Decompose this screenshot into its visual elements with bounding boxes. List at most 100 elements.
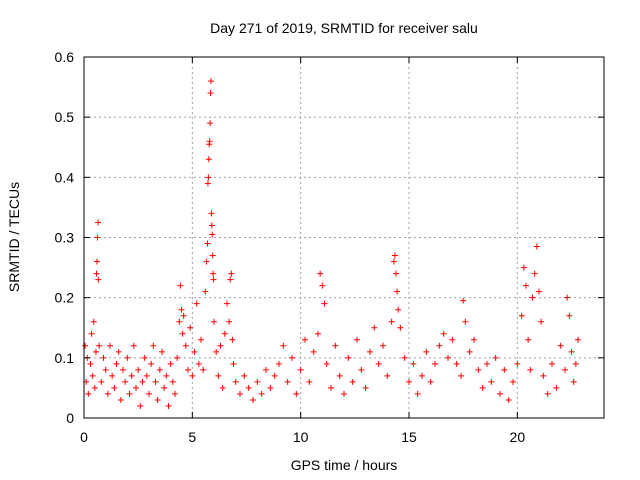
- data-point-marker: [219, 384, 226, 391]
- data-point-marker: [237, 390, 243, 397]
- data-point-marker: [209, 252, 216, 259]
- y-tick-label: 0.3: [55, 230, 75, 246]
- data-point-marker: [390, 258, 397, 265]
- data-point-marker: [210, 276, 217, 283]
- data-point-marker: [163, 372, 170, 379]
- data-point-marker: [557, 342, 564, 349]
- data-point-marker: [135, 366, 142, 373]
- data-point-marker: [143, 372, 150, 379]
- data-point-marker: [341, 390, 347, 397]
- data-point-marker: [150, 342, 157, 349]
- data-point-marker: [207, 90, 214, 97]
- data-point-marker: [358, 366, 365, 373]
- x-tick-label: 5: [188, 429, 196, 445]
- data-point-marker: [323, 360, 330, 367]
- data-point-marker: [124, 354, 131, 361]
- data-point-marker: [564, 294, 571, 301]
- data-point-marker: [209, 231, 216, 238]
- data-point-marker: [319, 282, 326, 289]
- data-point-marker: [93, 270, 100, 277]
- data-point-marker: [523, 282, 529, 289]
- data-point-marker: [525, 336, 532, 343]
- data-point-marker: [88, 330, 95, 337]
- data-point-marker: [328, 384, 334, 391]
- data-point-marker: [394, 288, 401, 295]
- data-point-marker: [241, 372, 248, 379]
- data-point-marker: [204, 240, 211, 247]
- data-point-marker: [568, 348, 575, 355]
- data-point-marker: [130, 342, 137, 349]
- data-point-marker: [94, 234, 101, 241]
- data-point-marker: [152, 378, 159, 385]
- data-point-marker: [315, 330, 321, 337]
- data-point-marker: [213, 348, 220, 355]
- data-point-marker: [206, 138, 213, 145]
- data-point-marker: [146, 390, 152, 397]
- data-point-marker: [501, 366, 508, 373]
- data-point-marker: [401, 354, 408, 361]
- data-point-marker: [172, 390, 178, 397]
- data-point-marker: [536, 288, 542, 295]
- data-point-marker: [538, 318, 545, 325]
- data-point-marker: [102, 366, 109, 373]
- data-point-marker: [113, 360, 120, 367]
- data-point-marker: [111, 384, 118, 391]
- data-point-marker: [410, 360, 417, 367]
- data-point-marker: [165, 402, 172, 409]
- data-point-marker: [367, 348, 373, 355]
- data-point-marker: [276, 360, 282, 367]
- x-tick-label: 20: [510, 429, 526, 445]
- data-point-marker: [232, 378, 239, 385]
- data-point-marker: [514, 360, 521, 367]
- data-point-marker: [176, 318, 183, 325]
- data-point-marker: [488, 378, 495, 385]
- data-point-marker: [310, 348, 317, 355]
- data-point-marker: [527, 366, 534, 373]
- data-point-marker: [95, 219, 102, 226]
- data-point-marker: [466, 348, 473, 355]
- y-tick-label: 0.1: [55, 350, 75, 366]
- data-point-marker: [280, 342, 287, 349]
- data-point-marker: [179, 330, 186, 337]
- data-point-marker: [471, 336, 477, 343]
- data-point-marker: [195, 360, 202, 367]
- chart-title: Day 271 of 2019, SRMTID for receiver sal…: [210, 20, 478, 36]
- data-point-marker: [95, 276, 102, 283]
- x-tick-label: 10: [293, 429, 309, 445]
- data-point-marker: [202, 288, 209, 295]
- data-point-marker: [178, 306, 185, 313]
- data-point-marker: [193, 300, 200, 307]
- data-point-marker: [250, 396, 256, 403]
- data-point-marker: [460, 297, 467, 304]
- data-point-marker: [436, 342, 443, 349]
- data-point-marker: [388, 318, 395, 325]
- data-point-marker: [419, 372, 425, 379]
- data-point-marker: [115, 348, 122, 355]
- data-point-marker: [90, 318, 97, 325]
- data-point-marker: [208, 222, 215, 229]
- data-point-marker: [423, 348, 430, 355]
- data-point-marker: [187, 324, 194, 331]
- data-point-marker: [518, 312, 525, 319]
- data-point-marker: [562, 366, 568, 373]
- data-point-marker: [406, 378, 412, 385]
- data-point-marker: [544, 390, 551, 397]
- data-point-marker: [462, 318, 469, 325]
- data-point-marker: [169, 378, 176, 385]
- data-point-marker: [122, 378, 129, 385]
- data-point-marker: [210, 270, 217, 277]
- data-point-marker: [211, 318, 217, 325]
- data-point-marker: [156, 366, 163, 373]
- data-point-marker: [177, 282, 184, 289]
- data-point-marker: [104, 390, 111, 397]
- data-point-marker: [207, 78, 214, 85]
- data-point-marker: [139, 378, 146, 385]
- data-point-marker: [85, 390, 92, 397]
- data-point-marker: [289, 354, 295, 361]
- data-point-marker: [254, 378, 261, 385]
- data-point-marker: [321, 300, 328, 307]
- data-point-marker: [221, 330, 228, 337]
- data-point-marker: [203, 258, 210, 265]
- data-point-marker: [217, 342, 224, 349]
